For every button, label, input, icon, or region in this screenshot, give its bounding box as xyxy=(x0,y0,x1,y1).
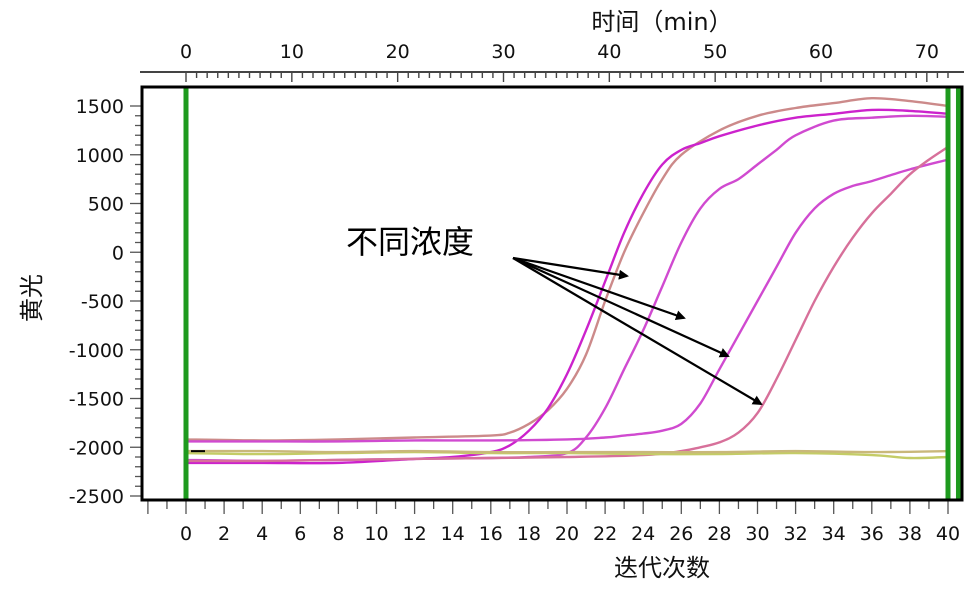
bottom-tick-label: 8 xyxy=(332,523,344,545)
bottom-tick-label: 40 xyxy=(936,523,960,545)
bottom-tick-label: 30 xyxy=(745,523,769,545)
y-axis-title: 黄光 xyxy=(18,274,46,322)
bottom-tick-label: 20 xyxy=(555,523,579,545)
bottom-tick-label: 22 xyxy=(593,523,617,545)
plot-border xyxy=(140,85,964,502)
y-tick-label: 1500 xyxy=(76,96,124,118)
bottom-axis-title: 迭代次数 xyxy=(614,554,710,582)
y-tick-label: 1000 xyxy=(76,145,124,167)
bottom-tick-label: 0 xyxy=(180,523,192,545)
top-axis-title: 时间（min） xyxy=(591,8,732,36)
bottom-tick-label: 24 xyxy=(631,523,655,545)
plot-frame xyxy=(140,85,964,502)
bottom-tick-label: 10 xyxy=(364,523,388,545)
bottom-tick-label: 26 xyxy=(669,523,693,545)
bottom-tick-label: 34 xyxy=(822,523,846,545)
bottom-tick-label: 32 xyxy=(784,523,808,545)
top-tick-label: 30 xyxy=(491,41,515,63)
threshold-lines xyxy=(183,86,961,501)
bottom-tick-label: 6 xyxy=(294,523,306,545)
bottom-tick-label: 36 xyxy=(860,523,884,545)
bottom-tick-label: 4 xyxy=(256,523,268,545)
plot-area xyxy=(142,87,962,500)
plot-background xyxy=(142,87,962,500)
bottom-tick-label: 16 xyxy=(479,523,503,545)
annotation-group xyxy=(512,256,763,406)
top-tick-label: 10 xyxy=(280,41,304,63)
y-tick-label: -2500 xyxy=(69,486,124,508)
series-line-5 xyxy=(185,145,949,463)
annotation-arrow-3 xyxy=(512,256,730,358)
annotation-arrow-2 xyxy=(512,256,686,321)
annotation-label: 不同浓度 xyxy=(346,223,474,261)
y-tick-label: -1500 xyxy=(69,389,124,411)
series-line-1 xyxy=(185,96,949,442)
top-tick-label: 70 xyxy=(915,41,939,63)
y-tick-label: -500 xyxy=(81,291,124,313)
bottom-tick-label: 38 xyxy=(898,523,922,545)
bottom-tick-label: 28 xyxy=(707,523,731,545)
top-time-axis: 0 10 20 30 40 50 60 70 xyxy=(140,41,964,82)
series-layer xyxy=(185,96,949,465)
series-line-7 xyxy=(185,449,949,454)
top-tick-label: 60 xyxy=(809,41,833,63)
bottom-cycle-axis: 0 2 4 6 8 10 12 14 16 18 20 22 24 26 28 30 32 34 36 38 40 xyxy=(147,500,960,545)
top-tick-label: 20 xyxy=(386,41,410,63)
series-line-4 xyxy=(185,158,949,443)
annotation-arrow-4 xyxy=(512,257,763,406)
bottom-tick-label: 2 xyxy=(218,523,230,545)
y-tick-label: -1000 xyxy=(69,340,124,362)
y-tick-label: 0 xyxy=(112,242,124,264)
y-tick-label: -2000 xyxy=(69,437,124,459)
y-tick-label: 500 xyxy=(88,194,124,216)
bottom-tick-label: 14 xyxy=(441,523,465,545)
bottom-tick-label: 12 xyxy=(403,523,427,545)
top-tick-label: 50 xyxy=(703,41,727,63)
top-tick-label: 0 xyxy=(180,41,192,63)
annotation-arrow-1 xyxy=(512,256,629,280)
top-tick-label: 40 xyxy=(597,41,621,63)
bottom-tick-label: 18 xyxy=(517,523,541,545)
y-axis: -2500 -2000 -1500 -1000 -500 0 500 1000 1500 xyxy=(69,96,142,508)
